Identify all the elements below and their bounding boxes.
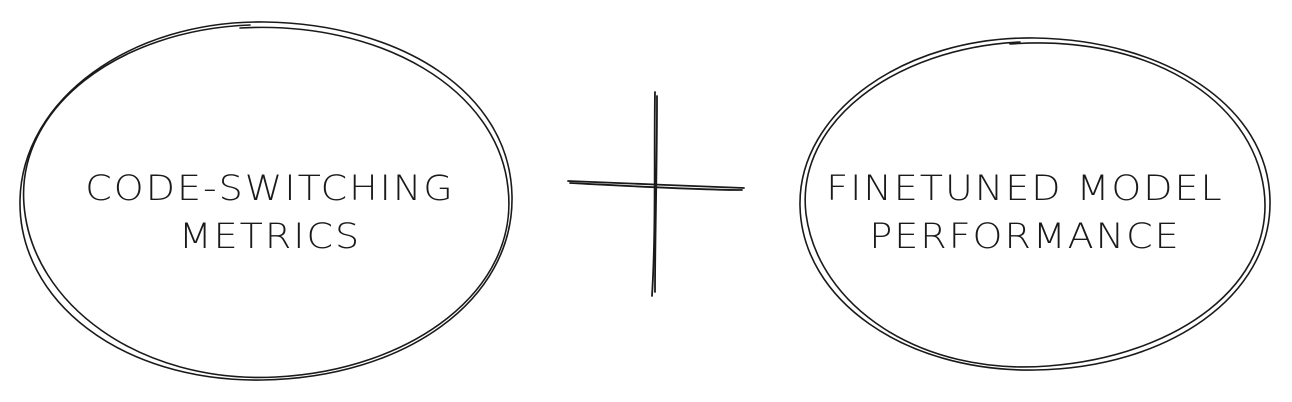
right-node-line1: FINETUNED MODEL — [826, 167, 1224, 209]
left-node-line1: CODE-SWITCHING — [85, 167, 455, 209]
plus-icon — [567, 91, 745, 297]
left-node-line2: METRICS — [178, 215, 362, 257]
right-node-line2: PERFORMANCE — [869, 215, 1181, 257]
right-node-label: FINETUNED MODEL PERFORMANCE — [795, 164, 1255, 260]
left-node-label: CODE-SWITCHING METRICS — [40, 164, 500, 260]
right-ellipse — [799, 37, 1271, 371]
left-ellipse — [19, 21, 513, 381]
